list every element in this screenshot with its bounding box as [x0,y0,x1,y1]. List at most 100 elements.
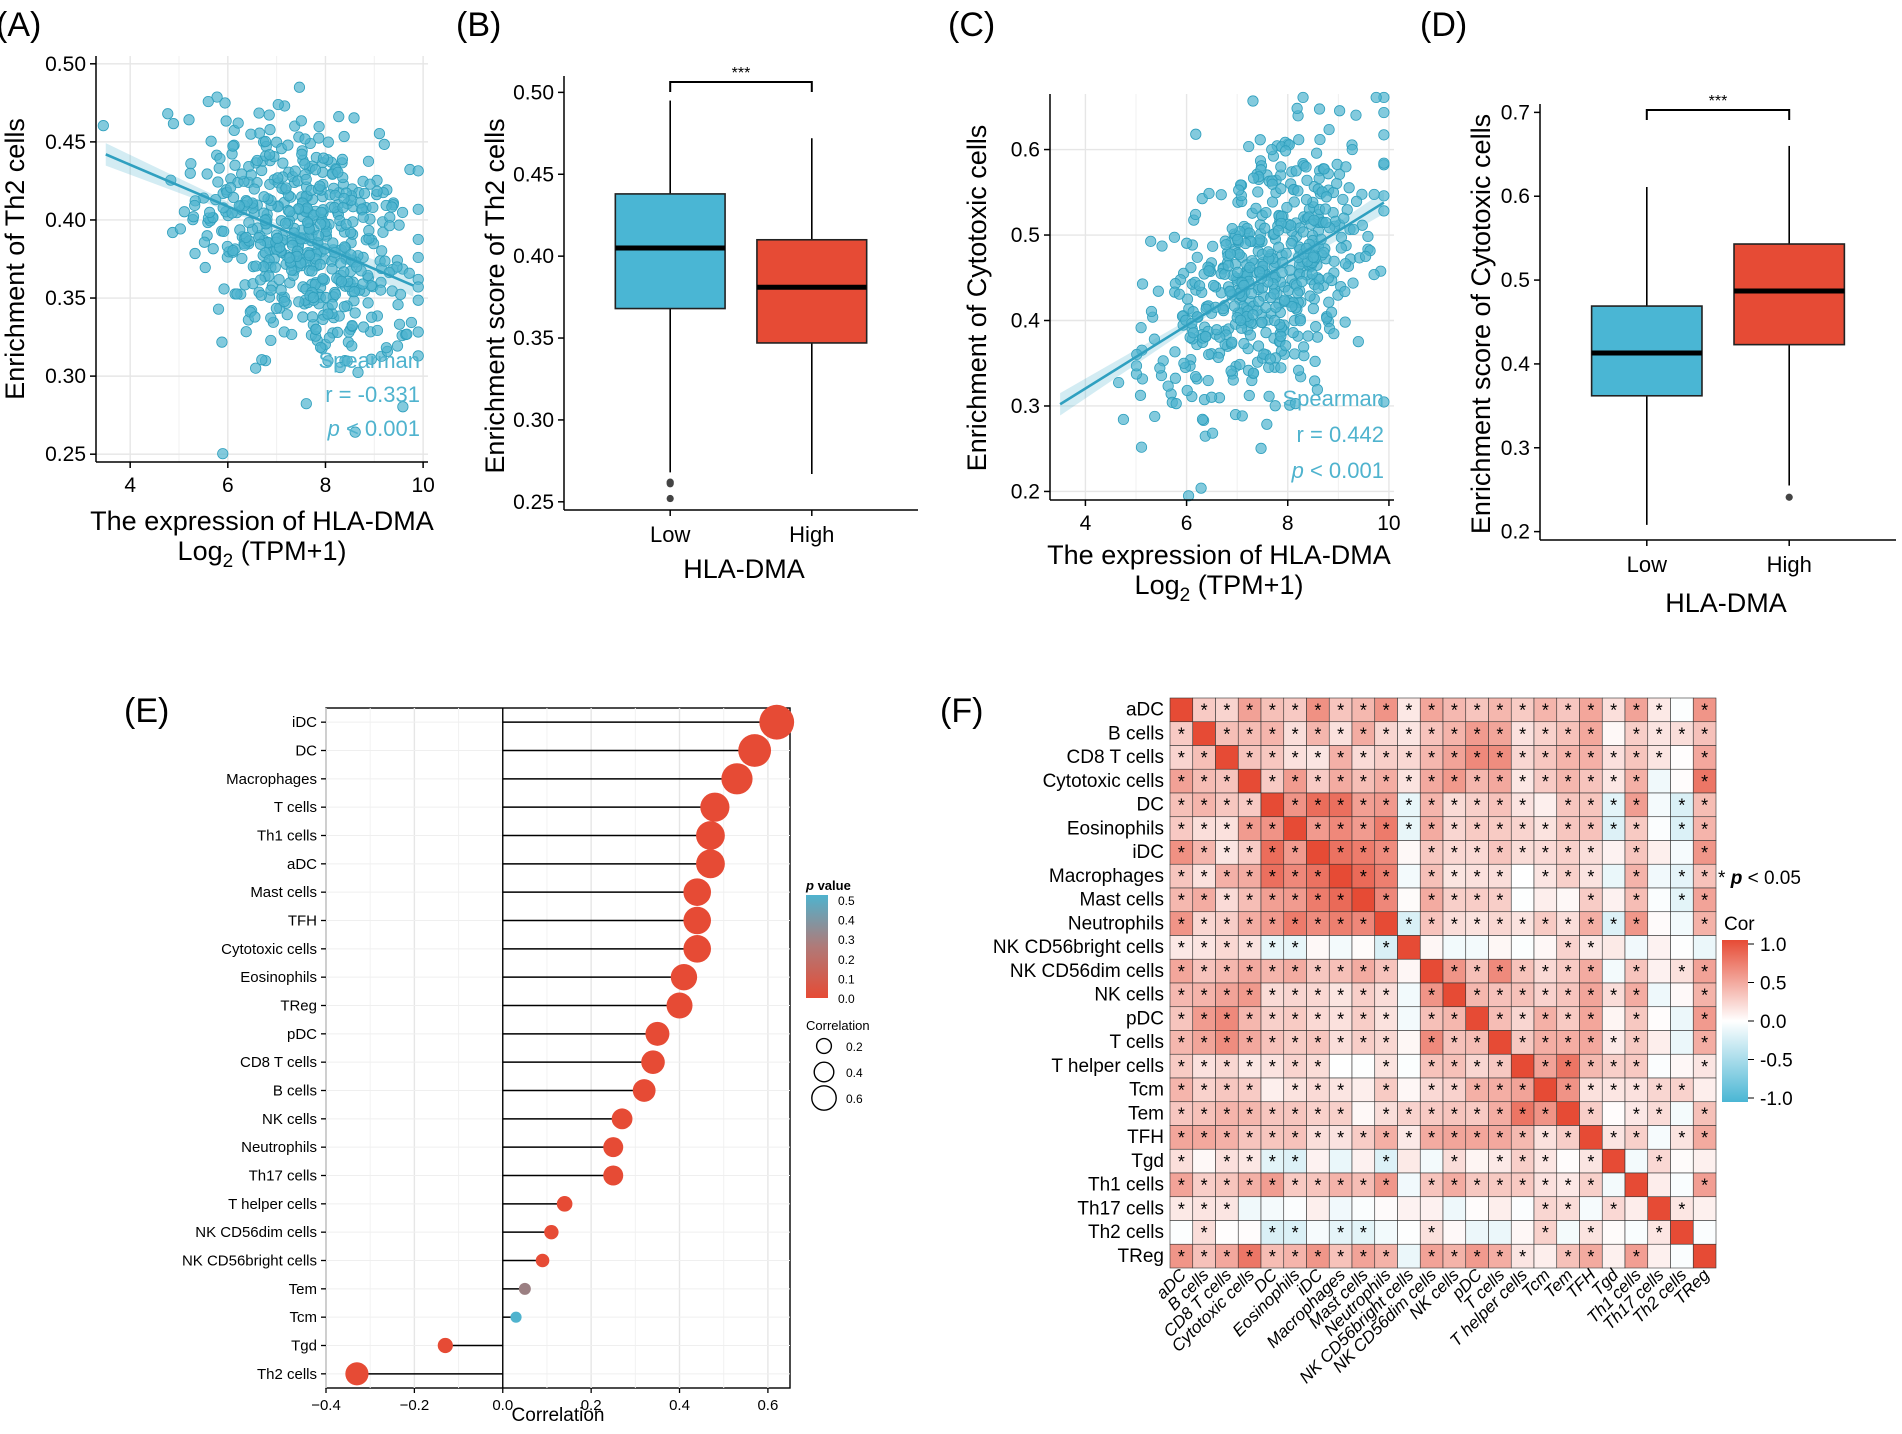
heatmap-cell [1306,1196,1330,1221]
data-point [234,224,246,236]
y-tick-label: 0.40 [45,209,86,232]
significance-star: * [1587,819,1594,839]
significance-star: * [1428,724,1435,744]
significance-star: * [1496,914,1503,934]
significance-star: * [1565,1128,1572,1148]
significance-star: * [1405,748,1412,768]
significance-star: * [1383,962,1390,982]
category-label: Neutrophils [241,1139,317,1156]
significance-star: * [1178,772,1185,792]
data-point [1306,268,1318,280]
significance-star: * [1269,867,1276,887]
data-point [225,181,237,194]
heatmap-cell [1465,1196,1489,1221]
significance-star: * [1678,962,1685,982]
legend-p-tick: 0.2 [838,953,855,967]
data-point [201,168,213,180]
data-point [1203,348,1215,361]
data-point [1275,183,1287,195]
significance-star: * [1701,1057,1708,1077]
significance-star: * [1360,1009,1367,1029]
data-point [199,261,211,274]
significance-star: * [1542,748,1549,768]
row-label: T cells [1109,1032,1164,1053]
significance-star: * [1474,1081,1481,1101]
significance-star: * [1178,1033,1185,1053]
significance-star: * [1360,748,1367,768]
significance-star: * [1178,724,1185,744]
significance-label: *** [732,65,751,82]
significance-star: * [1246,724,1253,744]
lollipop-dot [510,1311,522,1323]
significance-star: * [1496,1081,1503,1101]
heatmap-cell [1670,745,1694,770]
significance-star: * [1292,914,1299,934]
significance-star: * [1451,1247,1458,1267]
significance-star: * [1451,843,1458,863]
significance-star: * [1383,748,1390,768]
significance-star: * [1383,1176,1390,1196]
significance-star: * [1201,962,1208,982]
significance-star: * [1565,796,1572,816]
lollipop-dot [632,1079,656,1102]
heatmap-cell [1624,1196,1649,1221]
significance-star: * [1496,701,1503,721]
significance-star: * [1360,843,1367,863]
significance-star: * [1383,724,1390,744]
significance-star: * [1201,1199,1208,1219]
heatmap-cell [1351,1148,1376,1174]
legend-size-circle [813,1061,835,1083]
heatmap-cell [1533,887,1558,913]
heatmap-cell [1306,1148,1330,1174]
significance-star: * [1223,843,1230,863]
significance-star: * [1201,1033,1208,1053]
legend-size-label: 0.6 [846,1092,863,1106]
significance-star: * [1451,1057,1458,1077]
data-point [1235,314,1247,326]
data-point [1224,248,1237,260]
data-point [1289,348,1301,360]
heatmap-cell [1488,935,1512,960]
y-tick-label: 0.7 [1501,101,1530,124]
significance-star: * [1587,986,1594,1006]
data-point [1328,255,1340,267]
data-point [373,128,386,140]
significance-star: * [1451,1081,1458,1101]
data-point [1263,390,1275,402]
significance-star: * [1383,1033,1390,1053]
data-point [1266,196,1279,208]
significance-star: * [1178,1081,1185,1101]
data-point [1343,182,1355,194]
legend-tick-label: -1.0 [1760,1089,1793,1110]
significance-star: * [1496,819,1503,839]
data-point [1145,235,1157,247]
data-point [1339,285,1351,298]
heatmap-cell [1533,935,1558,960]
significance-star: * [1451,701,1458,721]
significance-star: * [1656,1081,1663,1101]
significance-star: * [1496,1176,1503,1196]
significance-star: * [1428,701,1435,721]
significance-star: * [1383,1081,1390,1101]
data-point [275,284,287,296]
lollipop-dot [645,1021,670,1046]
data-point [1347,223,1360,236]
y-tick-label: 0.35 [45,287,86,310]
data-point [393,219,405,231]
data-point [1323,296,1335,308]
data-point [1250,202,1262,214]
row-label: Tcm [1129,1080,1164,1101]
significance-star: * [1496,867,1503,887]
significance-star: * [1269,724,1276,744]
data-point [1296,275,1308,288]
data-point [1203,187,1215,200]
panel-label-b: (B) [456,6,501,44]
data-point [320,291,332,304]
data-point [1302,330,1314,342]
data-point [365,353,377,365]
data-point [392,299,404,311]
data-point [1194,280,1206,292]
heatmap-cell [1397,1148,1421,1174]
significance-bracket [669,81,813,92]
